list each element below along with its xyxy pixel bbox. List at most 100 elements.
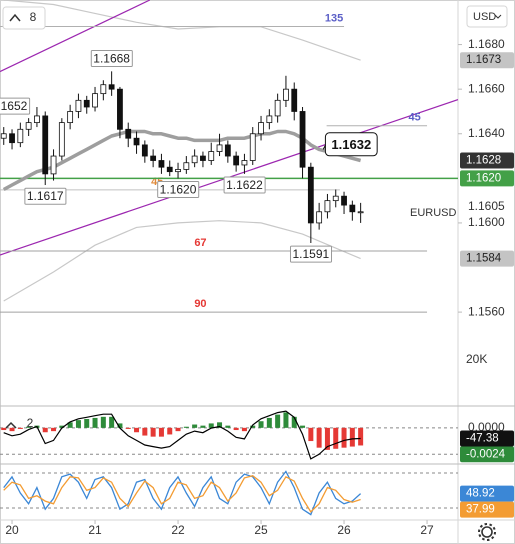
level-label: 90 [194,298,206,310]
candle-body [183,162,190,170]
candle-body [175,169,181,173]
candle-body [341,195,347,206]
candle-body [324,200,331,213]
candle-body [291,88,298,112]
indicator-toggle[interactable]: 8 [2,6,46,30]
histogram-bar [333,427,339,449]
lower-band-tag-bg [460,250,514,267]
bollinger-band [3,0,361,61]
candle-body [9,133,15,144]
histogram-bar [92,417,98,428]
callout-label: 1.1622 [226,178,263,192]
support-tag: 1.1620 [466,172,501,184]
oscillator-tag-bg [460,430,514,447]
upper-band-tag-bg [460,52,514,69]
histogram-bar [225,425,231,428]
callout-box [223,176,266,194]
histogram-bar [308,427,314,442]
candle-body [299,111,306,168]
candle-body [274,99,281,117]
histogram-bar [158,427,164,437]
stochastic-tag: 37.99 [466,504,495,516]
y-tick-label: 1.1600 [468,215,505,229]
callout-label: 1.1652 [0,99,28,113]
gear[interactable] [481,526,493,538]
chevron [9,13,21,22]
histogram-bar [192,424,198,428]
histogram-bar [250,425,256,428]
ma-tag-bg [460,152,514,169]
stochastic-line [3,470,362,516]
candle-body [233,155,240,166]
bollinger-band [3,220,361,302]
last-price: 1.1605 [468,199,505,213]
callout-label: 1.1617 [27,189,64,203]
histogram-bar [51,427,57,432]
histogram-bar [217,422,223,428]
histogram-bar [75,420,81,428]
x-tick-label: 25 [254,523,268,537]
toggle-box[interactable] [2,6,46,30]
candle-body [67,111,74,124]
symbol: EURUSD [410,207,457,219]
candle-body [241,160,248,166]
chevron [5,421,17,429]
currency: USD [473,11,496,23]
histogram-bar [117,423,123,428]
histogram-bar [266,417,272,428]
price-callout: 1.1620 [157,181,200,199]
gear-teeth [478,523,496,541]
histogram-bar [258,421,264,428]
candle-body [117,88,123,130]
histogram-bar [26,426,32,428]
y-tick-label-bg [460,446,514,463]
histogram-bar [150,427,156,437]
histogram-bar [125,427,131,429]
histogram-bar [183,426,189,428]
y-tick-label: 1.1680 [468,37,505,51]
histogram-bar [17,427,23,429]
callout-label: 1.1620 [160,183,197,197]
candle-body [100,84,107,95]
candle-body [133,137,140,146]
histogram-bar [67,422,73,428]
candle-body [25,122,32,130]
candle-body [307,166,314,224]
candle-body [108,84,115,90]
histogram-bar [341,427,347,448]
candle-body [58,122,65,157]
histogram-bar [9,427,15,432]
candle-body [83,99,90,108]
candle-body [92,93,98,108]
histogram-bar [291,416,297,428]
callout-label: 1.1591 [292,247,329,261]
pane-toggle[interactable]: 2 [5,416,34,430]
y-tick-label: 1.1560 [468,304,505,318]
select-box[interactable] [466,5,508,28]
ma-tag: 1.1628 [466,155,501,167]
candle-body [258,122,264,135]
histogram-bar [100,416,106,428]
y-tick-label: -0.0024 [466,448,506,460]
price-callout: 1.1668 [90,50,133,68]
histogram-bar [275,414,281,428]
candle-body [150,155,157,161]
currency-select[interactable]: USD [466,5,508,28]
oscillator-pane [0,410,458,460]
settings-icon[interactable] [478,523,496,541]
histogram-bar [349,427,355,447]
stochastic-pane [0,470,458,516]
dropdown-arrow [494,14,502,19]
stochastic-tag: 48.92 [466,488,495,500]
candle-body [141,144,148,157]
histogram-bar [241,427,247,432]
price-callout: 1.1632 [322,132,378,157]
candle-body [266,115,273,124]
x-tick-label: 27 [420,523,434,537]
oscillator-line [3,410,361,460]
histogram-bar [358,427,364,446]
x-tick-label: 20 [5,523,19,537]
